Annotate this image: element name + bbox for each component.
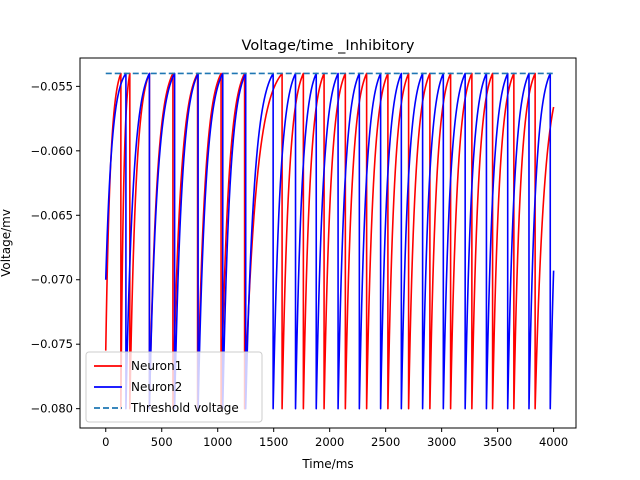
- series-line-neuron2: [104, 72, 555, 410]
- x-tick-label: 2000: [315, 435, 344, 449]
- y-tick-label: −0.075: [30, 337, 73, 351]
- y-tick-label: −0.070: [30, 273, 73, 287]
- plot-frame: [79, 57, 577, 429]
- legend-label: Neuron1: [131, 359, 182, 373]
- legend: Neuron1 Neuron2 Threshold voltage: [85, 351, 263, 423]
- x-tick-label: 3000: [427, 435, 456, 449]
- legend-label: Neuron2: [131, 380, 182, 394]
- x-axis-label: Time/ms: [301, 457, 353, 471]
- legend-label: Threshold voltage: [130, 401, 239, 415]
- x-tick-label: 2500: [371, 435, 400, 449]
- chart-title: Voltage/time _Inhibitory: [242, 38, 415, 54]
- y-tick-label: −0.065: [30, 208, 73, 222]
- y-tick-label: −0.055: [30, 79, 73, 93]
- x-tick-label: 1000: [203, 435, 232, 449]
- x-tick-label: 4000: [539, 435, 568, 449]
- x-tick-label: 500: [151, 435, 173, 449]
- legend-box: [85, 351, 263, 423]
- x-tick-label: 0: [102, 435, 109, 449]
- y-tick-label: −0.080: [30, 402, 73, 416]
- x-tick-label: 1500: [259, 435, 288, 449]
- series-line-neuron1: [104, 72, 555, 410]
- y-tick-label: −0.060: [30, 144, 73, 158]
- y-axis-label: Voltage/mv: [0, 209, 13, 277]
- x-tick-label: 3500: [483, 435, 512, 449]
